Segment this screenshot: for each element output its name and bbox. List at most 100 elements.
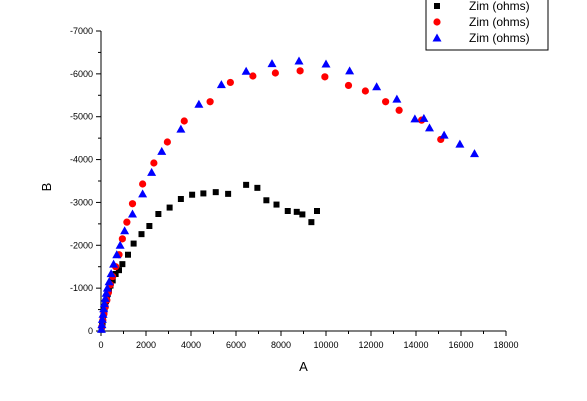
data-point-triangle — [157, 146, 167, 155]
data-point-square — [125, 251, 131, 258]
data-point-triangle — [100, 293, 110, 302]
legend-label: Zim (ohms) — [469, 31, 530, 45]
data-point-square — [109, 277, 116, 284]
legend-box — [425, 0, 549, 51]
data-point-square — [243, 181, 250, 188]
data-point-triangle — [425, 123, 434, 132]
data-point-triangle — [102, 283, 112, 292]
x-tick-label: 16000 — [448, 340, 473, 350]
y-tick-label: -3000 — [70, 197, 93, 207]
data-point-triangle — [101, 288, 111, 297]
data-point-triangle — [99, 299, 109, 308]
data-point-circle — [226, 78, 234, 87]
data-point-triangle — [241, 66, 251, 75]
data-point-triangle — [128, 209, 137, 218]
data-point-square — [200, 190, 207, 197]
data-point-square — [293, 208, 300, 215]
data-point-square — [225, 190, 232, 197]
data-point-circle — [180, 117, 188, 125]
data-point-square — [130, 240, 137, 247]
data-point-triangle — [112, 250, 122, 259]
x-tick-label: 6000 — [226, 340, 246, 350]
data-point-circle — [395, 106, 403, 114]
data-point-square — [284, 208, 291, 214]
data-point-square — [254, 184, 261, 191]
x-tick-label: 10000 — [313, 340, 338, 350]
data-point-circle — [271, 69, 279, 77]
x-tick-label: 4000 — [181, 340, 201, 350]
data-point-square — [299, 211, 306, 218]
data-point-square — [314, 208, 320, 214]
x-tick-label: 14000 — [403, 340, 428, 350]
legend-marker-circle — [433, 18, 441, 26]
data-point-triangle — [470, 149, 479, 158]
data-point-circle — [361, 87, 369, 95]
data-point-circle — [150, 159, 158, 167]
data-point-square — [308, 219, 315, 226]
x-tick-label: 12000 — [358, 340, 383, 350]
data-point-circle — [321, 73, 329, 81]
data-point-triangle — [106, 269, 116, 278]
data-point-square — [189, 191, 196, 198]
legend-marker-square — [434, 3, 440, 9]
data-point-triangle — [194, 99, 204, 108]
series-triangle — [96, 56, 479, 333]
data-point-triangle — [345, 66, 355, 75]
y-axis-label: B — [39, 183, 54, 192]
y-tick-label: 0 — [88, 326, 93, 336]
data-point-triangle — [321, 59, 331, 68]
data-point-triangle — [97, 320, 107, 329]
y-tick-label: -2000 — [70, 240, 93, 250]
legend-label: Zim (ohms) — [469, 0, 530, 13]
y-tick-label: -4000 — [70, 155, 93, 165]
legend-label: Zim (ohms) — [469, 15, 530, 29]
data-point-square — [112, 271, 119, 277]
data-points — [96, 56, 479, 333]
data-point-triangle — [138, 189, 148, 198]
data-point-triangle — [216, 80, 226, 89]
data-point-square — [116, 267, 122, 274]
data-point-triangle — [109, 259, 119, 268]
data-point-square — [119, 261, 126, 268]
x-axis-label: A — [299, 359, 308, 374]
data-point-triangle — [372, 82, 382, 91]
data-point-square — [273, 201, 280, 208]
data-point-circle — [382, 98, 390, 106]
data-point-circle — [118, 235, 126, 243]
data-point-triangle — [98, 309, 108, 318]
data-point-triangle — [267, 59, 277, 68]
legend-marker-triangle — [432, 33, 442, 42]
data-point-square — [212, 189, 219, 196]
x-tick-label: 0 — [98, 340, 103, 350]
data-point-circle — [296, 67, 304, 75]
data-point-circle — [123, 218, 131, 226]
data-point-triangle — [176, 124, 186, 133]
data-point-circle — [128, 200, 137, 208]
series-circle — [98, 67, 445, 331]
x-tick-label: 8000 — [271, 340, 291, 350]
legend: Zim (ohms) Zim (ohms) Zim (ohms) — [425, 0, 549, 51]
data-point-triangle — [104, 277, 114, 286]
data-point-circle — [163, 138, 171, 146]
data-point-triangle — [455, 139, 465, 148]
data-point-triangle — [439, 130, 449, 139]
data-point-triangle — [147, 167, 157, 176]
data-point-triangle — [294, 56, 304, 65]
data-point-square — [155, 211, 162, 217]
data-point-square — [177, 196, 184, 202]
data-point-triangle — [419, 113, 429, 122]
y-tick-label: -6000 — [70, 69, 93, 79]
data-point-triangle — [120, 226, 130, 235]
data-point-circle — [206, 98, 214, 106]
y-tick-label: -1000 — [70, 283, 93, 293]
data-point-square — [166, 204, 173, 211]
data-point-triangle — [410, 114, 420, 123]
data-point-triangle — [96, 324, 106, 333]
data-point-triangle — [99, 304, 109, 313]
data-point-triangle — [392, 94, 402, 103]
data-point-circle — [139, 180, 147, 188]
data-point-square — [263, 197, 270, 204]
axes: 0 2000 4000 6000 8000 10000 12000 14000 16000 180… — [70, 26, 519, 350]
data-point-triangle — [115, 240, 125, 249]
